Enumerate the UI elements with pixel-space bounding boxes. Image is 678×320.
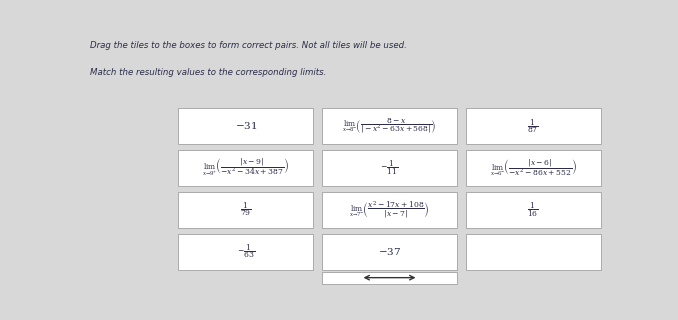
- Text: $\lim_{x\to 8^-}\!\left(\dfrac{8-x}{|-x^2-63x+568|}\right)$: $\lim_{x\to 8^-}\!\left(\dfrac{8-x}{|-x^…: [342, 116, 437, 136]
- FancyBboxPatch shape: [178, 192, 313, 228]
- FancyBboxPatch shape: [322, 192, 457, 228]
- FancyBboxPatch shape: [178, 108, 313, 144]
- Text: $\dfrac{1}{87}$: $\dfrac{1}{87}$: [527, 117, 539, 135]
- FancyBboxPatch shape: [322, 150, 457, 186]
- Text: $\lim_{x\to 9^+}\!\left(\dfrac{|x-9|}{-x^2-34x+387}\right)$: $\lim_{x\to 9^+}\!\left(\dfrac{|x-9|}{-x…: [203, 157, 290, 179]
- FancyBboxPatch shape: [466, 192, 601, 228]
- Text: $-31$: $-31$: [235, 120, 257, 132]
- FancyBboxPatch shape: [178, 150, 313, 186]
- FancyBboxPatch shape: [466, 234, 601, 269]
- FancyBboxPatch shape: [322, 234, 457, 269]
- Text: $\lim_{x\to 6^-}\!\left(\dfrac{|x-6|}{-x^2-86x+552}\right)$: $\lim_{x\to 6^-}\!\left(\dfrac{|x-6|}{-x…: [490, 157, 576, 178]
- FancyBboxPatch shape: [322, 108, 457, 144]
- Text: $\lim_{x\to 7^-}\!\left(\dfrac{x^2-17x+108}{|x-7|}\right)$: $\lim_{x\to 7^-}\!\left(\dfrac{x^2-17x+1…: [349, 199, 430, 220]
- Text: $\dfrac{1}{79}$: $\dfrac{1}{79}$: [240, 201, 252, 218]
- FancyBboxPatch shape: [466, 150, 601, 186]
- FancyBboxPatch shape: [322, 272, 457, 284]
- Text: Match the resulting values to the corresponding limits.: Match the resulting values to the corres…: [90, 68, 326, 77]
- FancyBboxPatch shape: [178, 234, 313, 269]
- Text: $-37$: $-37$: [378, 246, 401, 257]
- Text: $\dfrac{1}{16}$: $\dfrac{1}{16}$: [527, 200, 539, 219]
- FancyBboxPatch shape: [466, 108, 601, 144]
- Text: Drag the tiles to the boxes to form correct pairs. Not all tiles will be used.: Drag the tiles to the boxes to form corr…: [90, 41, 407, 50]
- Text: $-\dfrac{1}{11}$: $-\dfrac{1}{11}$: [380, 159, 399, 177]
- Text: $-\dfrac{1}{63}$: $-\dfrac{1}{63}$: [237, 243, 255, 260]
